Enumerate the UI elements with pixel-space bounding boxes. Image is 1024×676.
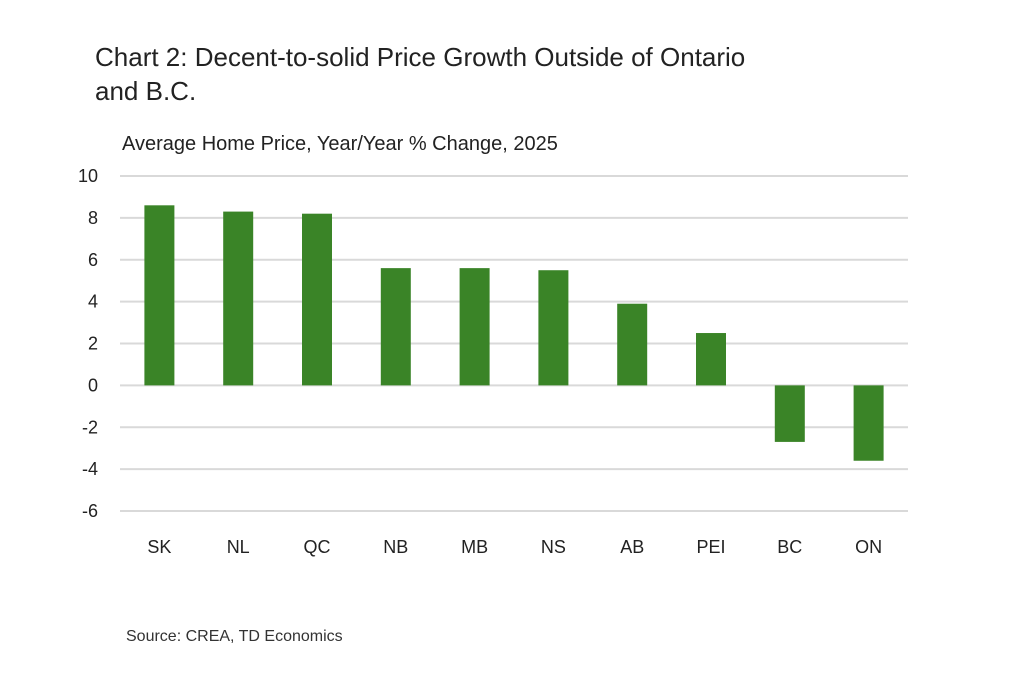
x-tick-label: BC [777, 537, 802, 557]
y-tick-label: 4 [88, 292, 98, 312]
x-tick-label: MB [461, 537, 488, 557]
y-axis-ticks: 10 8 6 4 2 0 -2 -4 -6 [78, 166, 98, 521]
x-tick-label: NL [227, 537, 250, 557]
bar-pei [696, 333, 726, 386]
x-tick-label: PEI [696, 537, 725, 557]
x-axis-ticks: SK NL QC NB MB NS AB PEI BC ON [147, 537, 882, 557]
x-tick-label: ON [855, 537, 882, 557]
y-tick-label: 8 [88, 208, 98, 228]
x-tick-label: NS [541, 537, 566, 557]
bar-on [853, 385, 884, 461]
bar-mb [459, 268, 490, 386]
y-tick-label: 10 [78, 166, 98, 186]
source-note: Source: CREA, TD Economics [126, 628, 343, 645]
x-tick-label: SK [147, 537, 171, 557]
y-tick-label: 6 [88, 250, 98, 270]
x-tick-label: QC [304, 537, 331, 557]
bar-nb [380, 268, 411, 386]
bar-bc [774, 385, 805, 442]
bars [144, 205, 884, 461]
chart-subtitle: Average Home Price, Year/Year % Change, … [122, 133, 558, 155]
bar-sk [144, 205, 175, 386]
y-tick-label: 0 [88, 375, 98, 395]
bar-nl [223, 211, 254, 386]
chart-title: Chart 2: Decent-to-solid Price Growth Ou… [95, 42, 746, 106]
y-tick-label: 2 [88, 334, 98, 354]
bar-ns [538, 270, 569, 386]
y-tick-label: -6 [82, 501, 98, 521]
bar-ab [617, 303, 648, 386]
y-tick-label: -4 [82, 459, 98, 479]
x-tick-label: NB [383, 537, 408, 557]
y-tick-label: -2 [82, 417, 98, 437]
x-tick-label: AB [620, 537, 644, 557]
bar-qc [302, 213, 332, 386]
